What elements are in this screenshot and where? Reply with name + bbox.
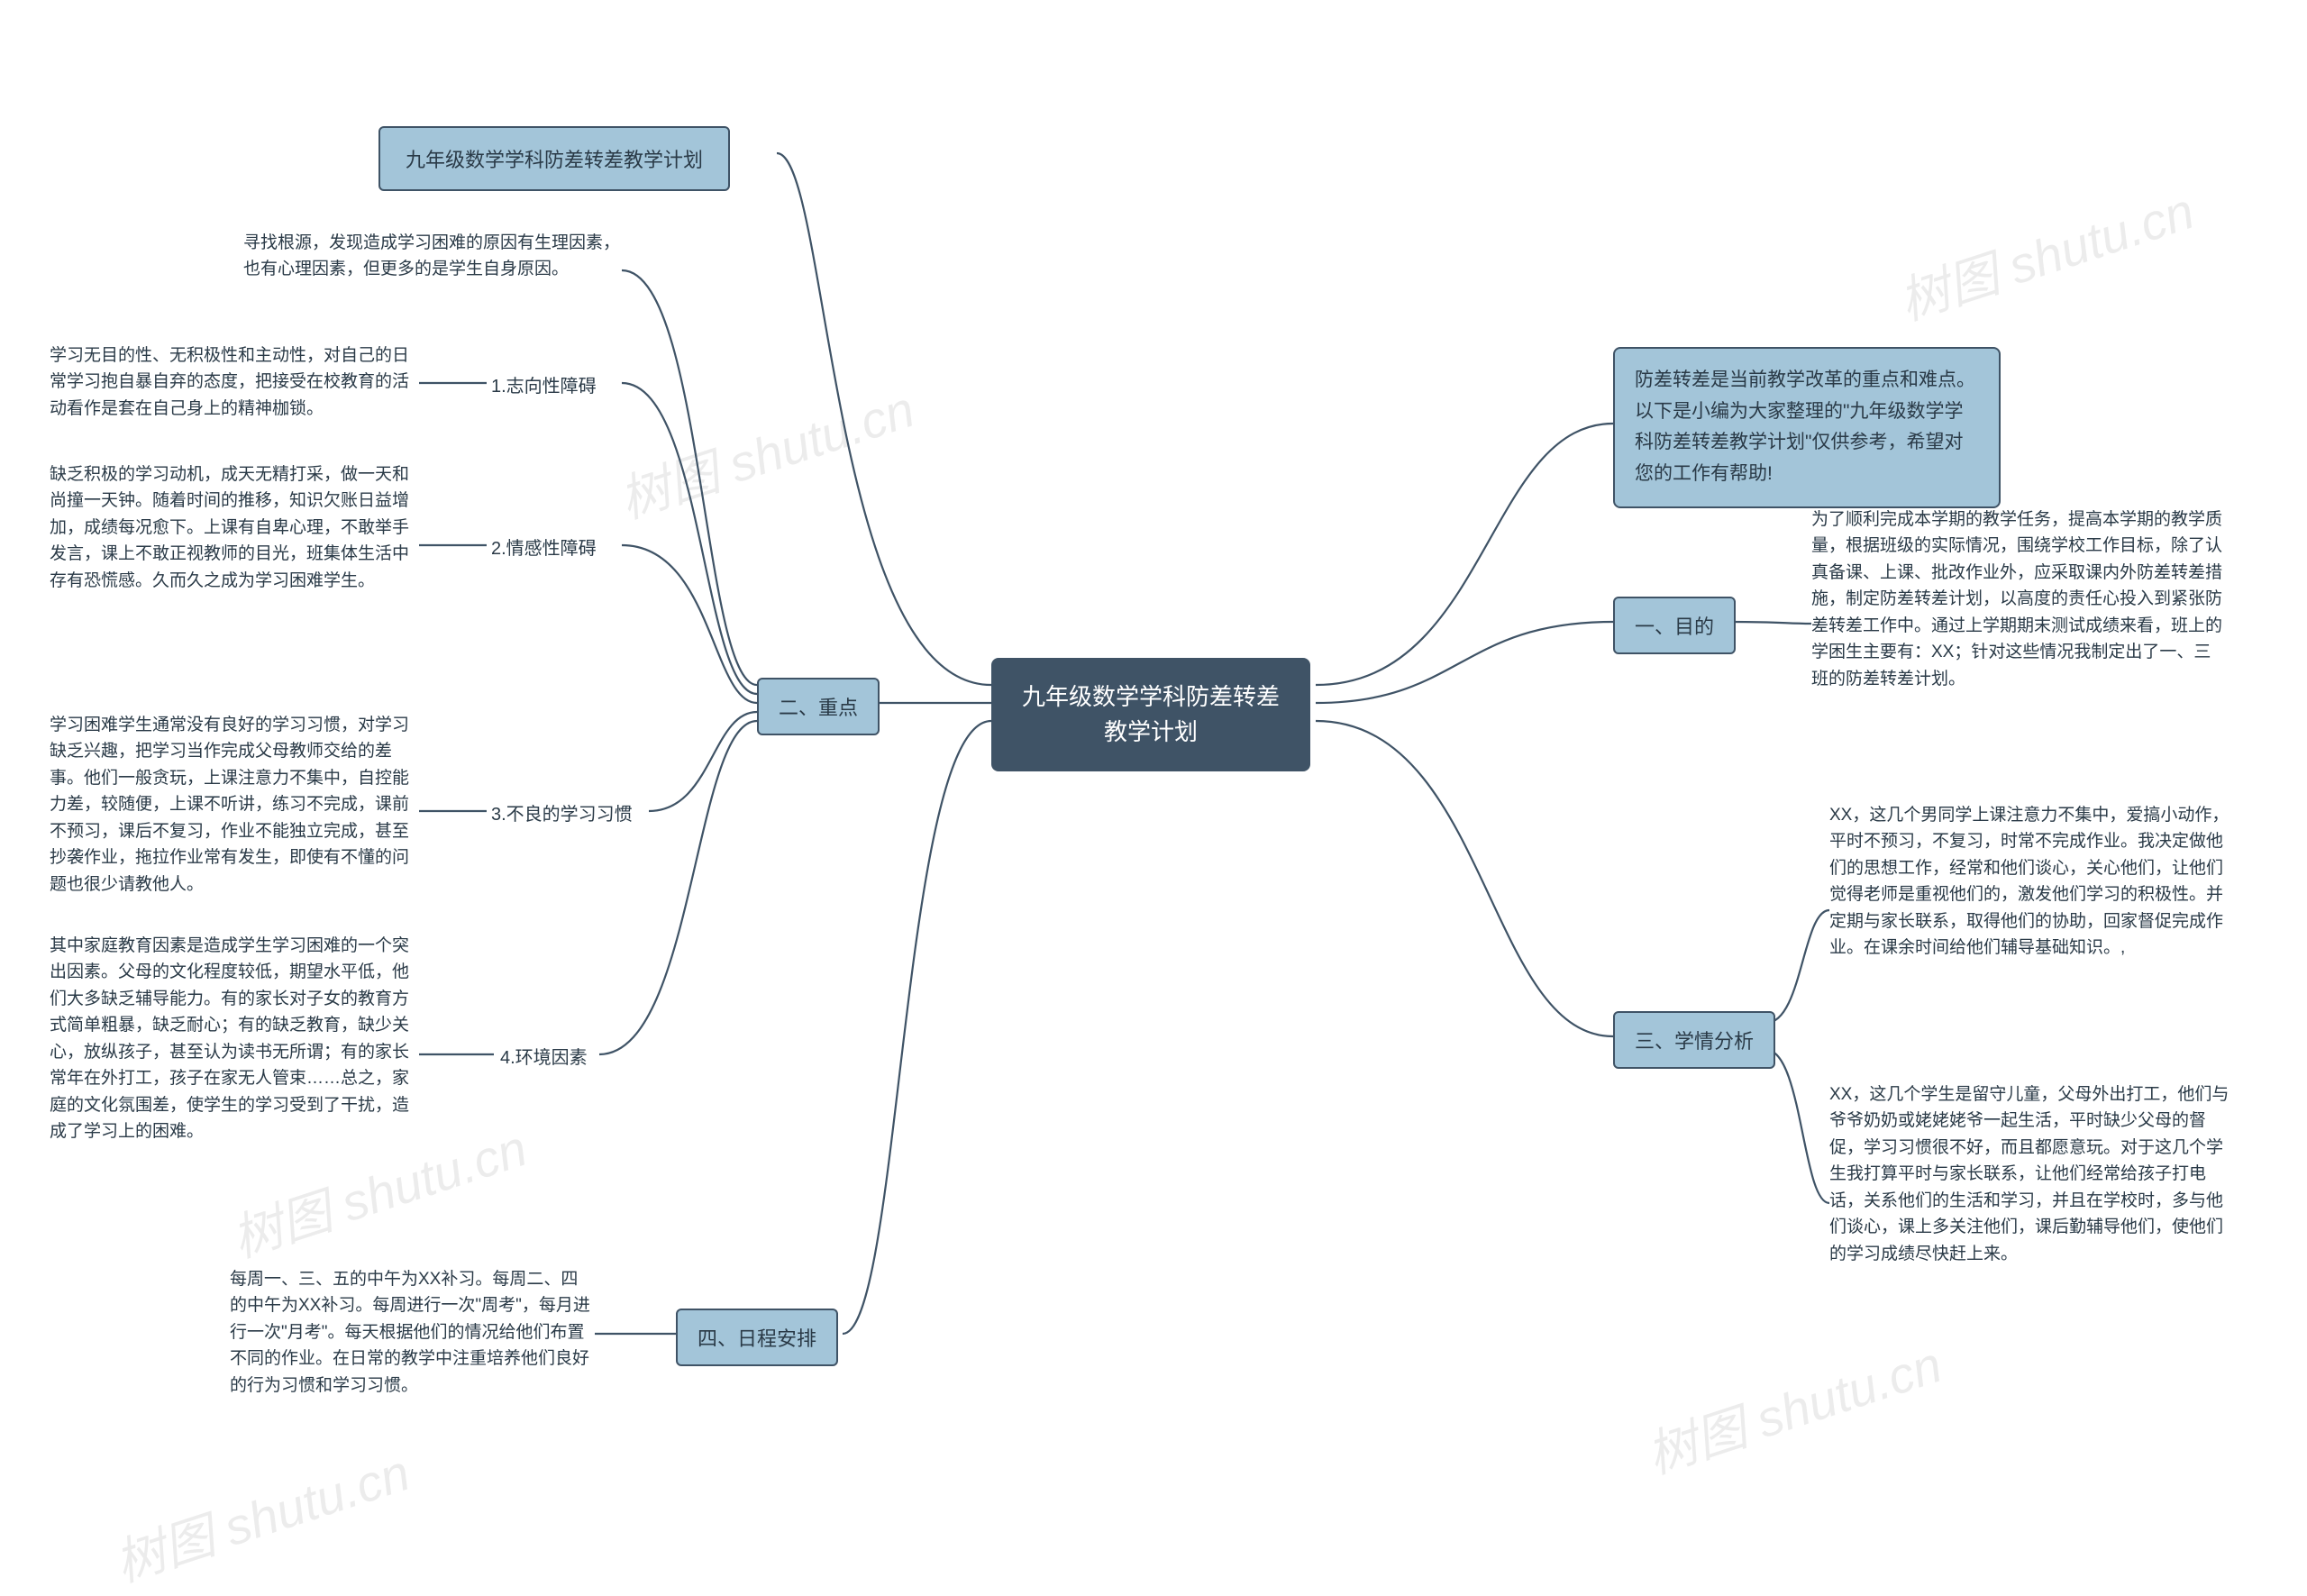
center-node: 九年级数学学科防差转差 教学计划 [991,658,1310,771]
sub4-text: 其中家庭教育因素是造成学生学习困难的一个突出因素。父母的文化程度较低，期望水平低… [50,933,419,1145]
watermark: 树图 shutu.cn [609,369,923,534]
sub2-text: 缺乏积极的学习动机，成天无精打采，做一天和尚撞一天钟。随着时间的推移，知识欠账日… [50,461,419,594]
center-line1: 九年级数学学科防差转差 [1022,683,1280,710]
sub3-label: 3.不良的学习习惯 [491,799,633,825]
branch-key: 二、重点 [757,678,880,735]
branch-schedule: 四、日程安排 [676,1309,838,1366]
sub4-label: 4.环境因素 [500,1043,588,1069]
watermark: 树图 shutu.cn [105,1433,418,1596]
analysis-item1: XX，这几个男同学上课注意力不集中，爱搞小动作，平时不预习，不复习，时常不完成作… [1829,802,2239,962]
root-cause-text: 寻找根源，发现造成学习困难的原因有生理因素，也有心理因素，但更多的是学生自身原因… [243,230,622,283]
branch-purpose: 一、目的 [1613,597,1736,654]
branch-analysis: 三、学情分析 [1613,1011,1775,1069]
analysis-item2: XX，这几个学生是留守儿童，父母外出打工，他们与爷爷奶奶或姥姥姥爷一起生活，平时… [1829,1081,2239,1267]
watermark: 树图 shutu.cn [1637,1325,1950,1489]
sub1-text: 学习无目的性、无积极性和主动性，对自己的日常学习抱自暴自弃的态度，把接受在校教育… [50,342,419,422]
intro-box: 防差转差是当前教学改革的重点和难点。以下是小编为大家整理的"九年级数学学科防差转… [1613,347,2001,508]
sub2-label: 2.情感性障碍 [491,534,597,560]
center-line2: 教学计划 [1104,718,1198,745]
schedule-text: 每周一、三、五的中午为XX补习。每周二、四的中午为XX补习。每周进行一次"周考"… [230,1266,595,1399]
watermark: 树图 shutu.cn [1889,171,2202,335]
sub1-label: 1.志向性障碍 [491,371,597,397]
purpose-text: 为了顺利完成本学期的教学任务，提高本学期的教学质量，根据班级的实际情况，围绕学校… [1811,506,2226,692]
title-box: 九年级数学学科防差转差教学计划 [378,126,730,191]
sub3-text: 学习困难学生通常没有良好的学习习惯，对学习缺乏兴趣，把学习当作完成父母教师交给的… [50,712,419,898]
